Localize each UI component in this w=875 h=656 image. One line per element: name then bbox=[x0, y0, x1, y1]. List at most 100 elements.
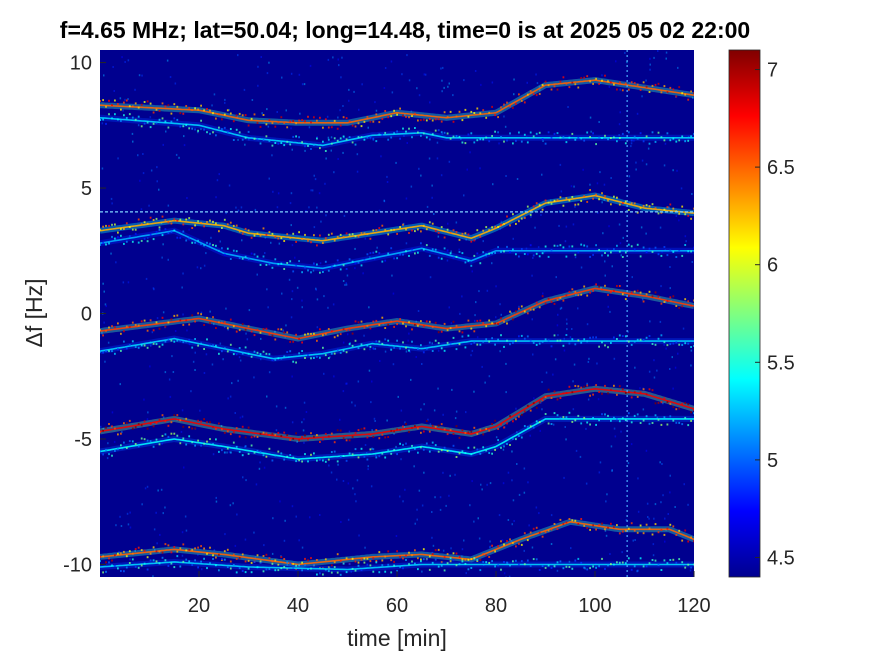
noise-speck bbox=[669, 474, 671, 477]
trace-speck bbox=[452, 336, 455, 339]
trace-speck bbox=[120, 227, 122, 230]
trace-speck bbox=[200, 444, 202, 447]
noise-speck bbox=[350, 570, 352, 573]
noise-speck bbox=[348, 430, 351, 433]
noise-speck bbox=[687, 135, 690, 138]
trace-speck bbox=[215, 438, 217, 441]
trace-speck bbox=[479, 138, 482, 141]
noise-speck bbox=[227, 397, 229, 400]
noise-speck bbox=[501, 539, 504, 542]
trace-speck bbox=[182, 230, 185, 233]
trace-speck bbox=[330, 142, 333, 145]
trace-speck bbox=[559, 244, 562, 247]
trace-speck bbox=[339, 559, 342, 562]
trace-speck bbox=[152, 219, 155, 221]
trace-speck bbox=[170, 231, 173, 233]
trace-speck bbox=[402, 425, 404, 428]
noise-speck bbox=[523, 491, 526, 494]
noise-speck bbox=[600, 286, 602, 289]
trace-speck bbox=[428, 450, 431, 453]
trace-speck bbox=[125, 555, 128, 558]
noise-speck bbox=[332, 303, 335, 306]
trace-speck bbox=[339, 268, 342, 271]
trace-speck bbox=[399, 226, 401, 229]
noise-speck bbox=[604, 274, 606, 277]
trace-speck bbox=[645, 336, 648, 339]
trace-speck bbox=[541, 295, 544, 298]
trace-speck bbox=[381, 260, 384, 263]
trace-speck bbox=[648, 527, 651, 530]
trace-speck bbox=[241, 138, 244, 141]
noise-speck bbox=[629, 201, 631, 204]
trace-speck bbox=[176, 105, 179, 108]
trace-speck bbox=[633, 565, 636, 568]
trace-speck bbox=[458, 452, 461, 455]
trace-speck bbox=[265, 568, 268, 571]
trace-speck bbox=[651, 84, 654, 87]
trace-speck bbox=[114, 99, 116, 102]
noise-speck bbox=[559, 210, 561, 213]
trace-speck bbox=[247, 124, 250, 127]
trace-speck bbox=[601, 137, 603, 139]
trace-speck bbox=[197, 439, 199, 442]
noise-speck bbox=[301, 421, 303, 424]
trace-speck bbox=[405, 559, 407, 561]
trace-speck bbox=[229, 560, 232, 563]
trace-speck bbox=[241, 570, 244, 572]
noise-speck bbox=[241, 239, 243, 242]
trace-speck bbox=[259, 561, 262, 564]
noise-speck bbox=[156, 166, 158, 169]
trace-speck bbox=[437, 450, 440, 453]
trace-speck bbox=[191, 109, 194, 112]
noise-speck bbox=[261, 112, 263, 115]
noise-speck bbox=[260, 56, 262, 58]
trace-speck bbox=[666, 300, 669, 303]
colorbar-tick-label: 4.5 bbox=[767, 547, 795, 569]
noise-speck bbox=[569, 336, 572, 339]
noise-speck bbox=[403, 135, 405, 137]
trace-speck bbox=[173, 432, 176, 435]
trace-speck bbox=[369, 433, 372, 436]
trace-speck bbox=[366, 436, 369, 439]
trace-speck bbox=[226, 447, 229, 450]
noise-speck bbox=[663, 343, 665, 346]
trace-speck bbox=[610, 388, 612, 391]
trace-speck bbox=[666, 132, 669, 135]
trace-speck bbox=[191, 227, 194, 229]
noise-speck bbox=[513, 520, 515, 522]
trace-speck bbox=[117, 552, 119, 555]
noise-speck bbox=[566, 322, 568, 325]
trace-speck bbox=[586, 200, 589, 203]
trace-speck bbox=[333, 137, 336, 140]
trace-speck bbox=[330, 330, 333, 333]
trace-speck bbox=[512, 541, 514, 544]
trace-speck bbox=[666, 254, 669, 257]
trace-speck bbox=[274, 258, 277, 261]
trace-speck bbox=[191, 427, 194, 430]
trace-speck bbox=[523, 133, 526, 136]
noise-speck bbox=[343, 214, 346, 217]
trace-speck bbox=[378, 252, 381, 255]
trace-speck bbox=[613, 136, 615, 139]
noise-speck bbox=[391, 91, 394, 94]
noise-speck bbox=[566, 328, 568, 331]
trace-speck bbox=[114, 427, 116, 430]
noise-speck bbox=[224, 533, 226, 536]
noise-speck bbox=[303, 355, 306, 358]
noise-speck bbox=[199, 409, 201, 412]
noise-speck bbox=[312, 269, 315, 272]
trace-speck bbox=[601, 522, 603, 525]
trace-speck bbox=[604, 384, 606, 387]
trace-speck bbox=[235, 445, 238, 448]
noise-speck bbox=[326, 115, 329, 118]
trace-speck bbox=[357, 235, 360, 238]
trace-speck bbox=[666, 562, 669, 565]
trace-speck bbox=[562, 76, 565, 79]
noise-speck bbox=[106, 457, 109, 460]
trace-speck bbox=[378, 571, 381, 574]
noise-speck bbox=[354, 267, 356, 270]
trace-speck bbox=[212, 554, 214, 557]
trace-speck bbox=[342, 328, 345, 331]
trace-speck bbox=[518, 220, 520, 223]
trace-speck bbox=[348, 136, 351, 139]
